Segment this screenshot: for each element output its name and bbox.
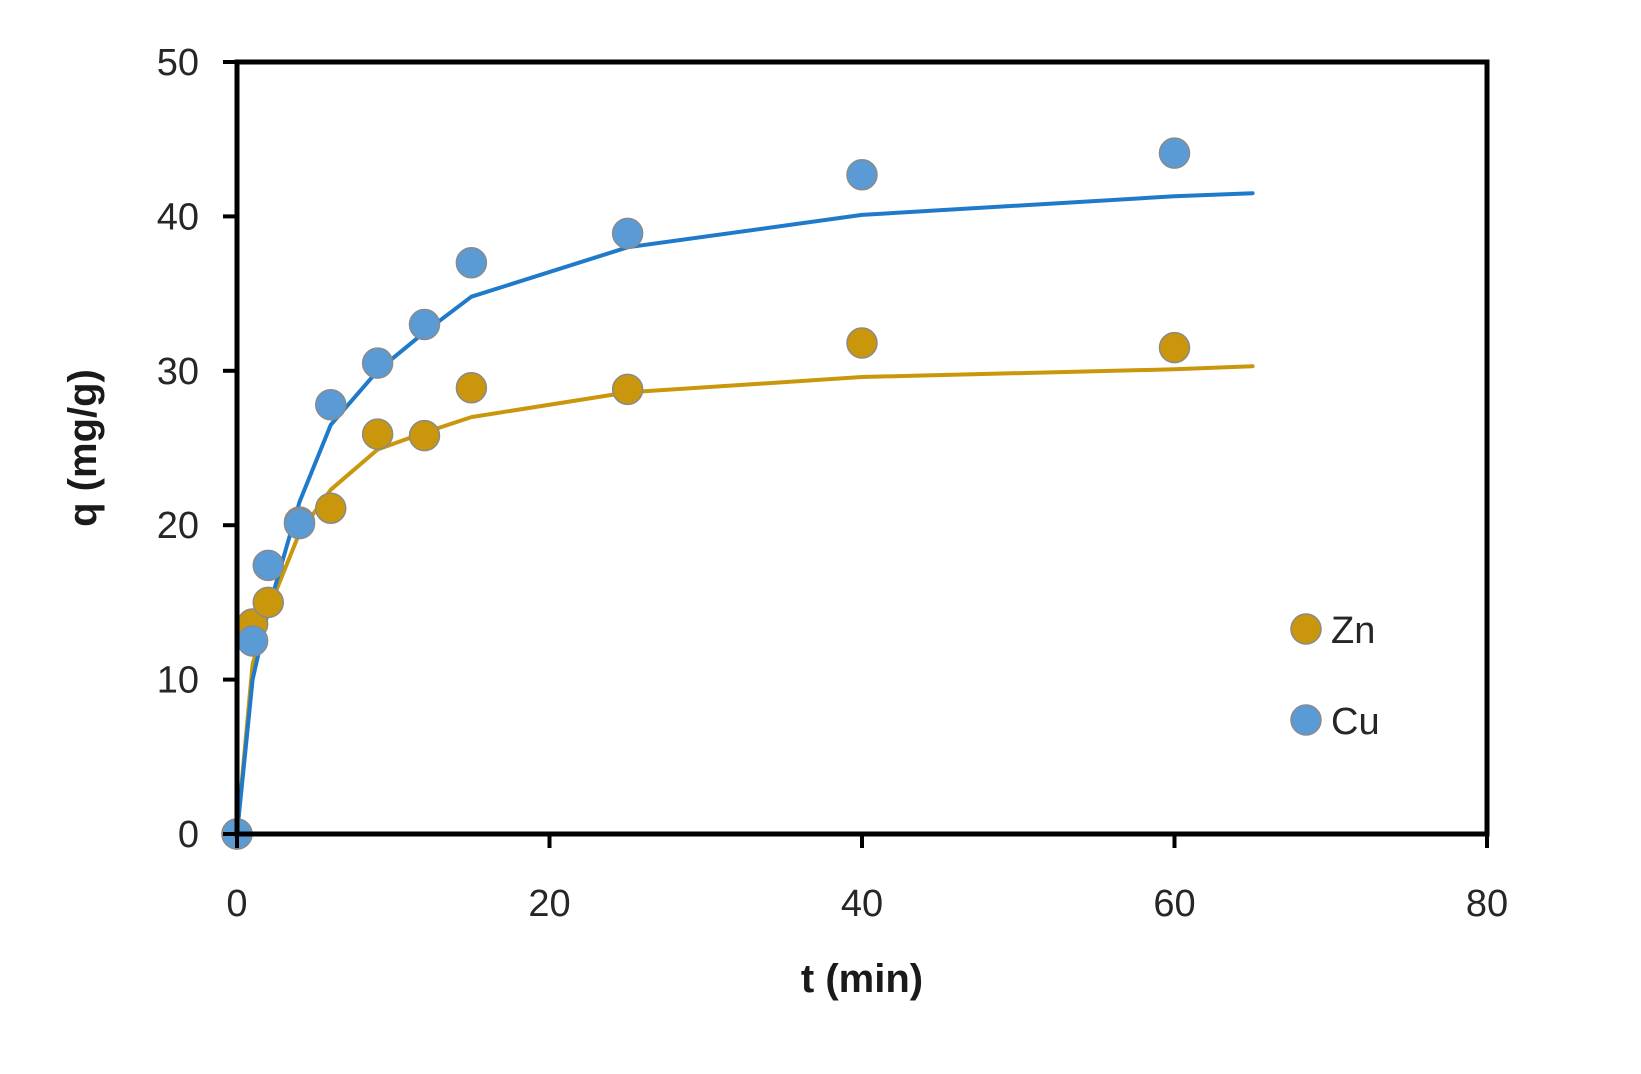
point-cu — [315, 389, 347, 421]
point-cu — [611, 217, 644, 250]
point-zn — [315, 492, 347, 524]
tick-labels: 0 20 40 60 80 0 10 20 30 40 50 — [157, 42, 1508, 925]
point-cu — [846, 158, 878, 191]
y-axis-title: q (mg/g) — [61, 369, 105, 527]
point-zn — [846, 327, 878, 359]
point-cu — [252, 549, 284, 582]
legend-marker-cu — [1290, 704, 1322, 736]
x-axis-title: t (min) — [801, 957, 923, 1001]
point-zn — [1158, 331, 1191, 364]
point-cu — [1158, 137, 1191, 169]
x-tick-label: 40 — [841, 883, 883, 925]
x-tick-label: 0 — [226, 883, 247, 925]
y-tick-label: 30 — [157, 351, 199, 393]
legend-label-zn: Zn — [1331, 610, 1375, 652]
point-cu — [408, 308, 441, 341]
point-zn — [611, 373, 644, 406]
y-tick-label: 20 — [157, 505, 199, 547]
point-zn — [361, 418, 394, 450]
legend-label-cu: Cu — [1331, 701, 1380, 743]
x-tick-label: 80 — [1466, 883, 1508, 925]
y-tick-label: 0 — [178, 814, 199, 856]
fit-line-cu — [235, 191, 1255, 836]
point-cu — [455, 246, 488, 279]
fit-lines — [235, 191, 1255, 836]
point-cu — [236, 625, 269, 657]
legend: Zn Cu — [1290, 610, 1380, 743]
data-points — [221, 137, 1191, 850]
x-tick-label: 60 — [1153, 883, 1195, 925]
point-zn — [252, 586, 284, 619]
x-tick-label: 20 — [528, 883, 570, 925]
y-tick-label: 50 — [157, 42, 199, 84]
legend-marker-zn — [1290, 613, 1322, 645]
point-cu — [283, 507, 316, 540]
point-cu — [361, 347, 394, 379]
y-tick-label: 10 — [157, 660, 199, 702]
y-tick-label: 40 — [157, 196, 199, 238]
axis-ticks — [223, 60, 1489, 848]
point-zn — [455, 372, 488, 404]
point-zn — [408, 419, 441, 452]
